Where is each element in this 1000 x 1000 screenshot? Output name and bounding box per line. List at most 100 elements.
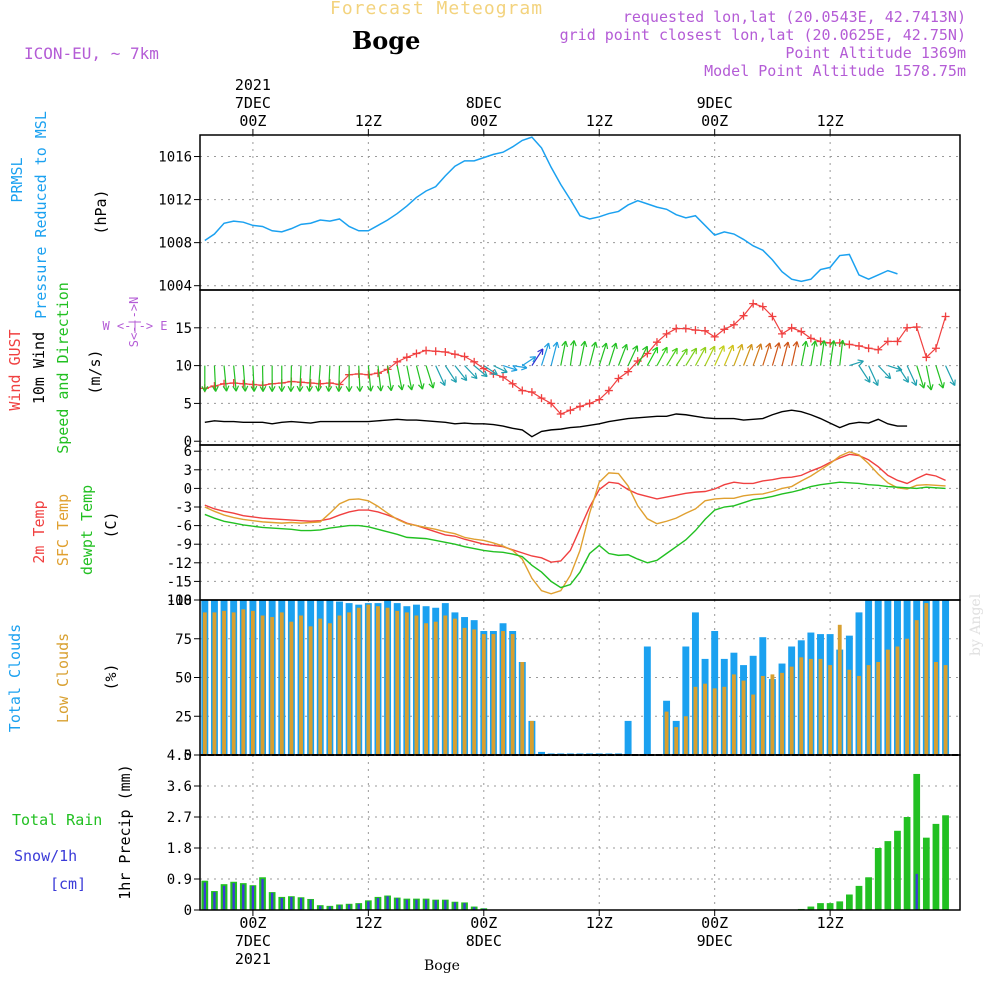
- wind-unit: (m/s): [86, 349, 104, 394]
- low-cloud-bar: [472, 629, 477, 755]
- y-tick-label: 100: [167, 593, 192, 609]
- wind-direction-arrow: [201, 365, 209, 392]
- time-axis-line: 8DEC: [465, 94, 502, 112]
- time-axis-line: 2021: [234, 76, 271, 94]
- gust-marker: [306, 379, 315, 387]
- low-cloud-bar: [327, 623, 332, 755]
- time-axis-label: 00Z 8DEC: [444, 914, 524, 950]
- low-cloud-bar: [212, 612, 217, 755]
- time-axis-label: 2021 7DEC 00Z: [213, 76, 293, 130]
- wind-direction-arrow: [733, 343, 744, 366]
- low-cloud-bar: [270, 617, 275, 755]
- wind-direction-arrow: [521, 356, 537, 367]
- gust-marker: [450, 350, 459, 359]
- low-cloud-bar: [241, 609, 246, 755]
- gust-marker: [402, 353, 411, 362]
- wind-direction-arrow: [608, 342, 618, 366]
- y-tick-label: 25: [175, 709, 192, 725]
- gust-marker: [604, 386, 613, 395]
- low-cloud-bar: [347, 612, 352, 755]
- gust-marker: [431, 347, 440, 356]
- total-cloud-bar: [643, 646, 651, 755]
- time-axis-label: 9DEC 00Z: [675, 94, 755, 130]
- wind-direction-arrow: [454, 365, 468, 382]
- dewpoint-label: dewpt Temp: [78, 485, 96, 575]
- gust-marker: [248, 380, 257, 389]
- low-cloud-bar: [808, 658, 813, 755]
- time-axis-label: 00Z 7DEC 2021: [213, 914, 293, 968]
- snow-bar: [299, 897, 303, 910]
- panel-frame: [199, 754, 961, 911]
- gust-marker: [758, 302, 767, 311]
- rain-bar: [903, 817, 911, 910]
- y-tick-label: 6: [184, 444, 192, 460]
- compass-we-label: W <-|-> E: [102, 319, 167, 333]
- low-cloud-bar: [501, 631, 505, 755]
- time-axis-line: 9DEC: [696, 94, 733, 112]
- low-cloud-bar: [491, 634, 496, 755]
- y-tick-label: 0: [184, 434, 192, 450]
- wind-direction-arrow: [387, 365, 394, 392]
- y-tick-label: 0: [184, 748, 192, 764]
- gust-marker: [297, 378, 306, 387]
- time-axis-line: 12Z: [585, 112, 613, 130]
- wind-direction-arrow: [694, 346, 707, 366]
- snow-bar: [309, 899, 312, 910]
- snow-bar: [915, 873, 918, 910]
- wind-direction-arrow: [925, 365, 934, 391]
- snow-bar: [453, 902, 457, 910]
- low-cloud-bar: [481, 634, 486, 755]
- gust-marker: [710, 332, 719, 341]
- y-tick-label: 75: [175, 632, 192, 648]
- wind-direction-arrow: [771, 342, 781, 366]
- y-tick-label: 50: [175, 671, 192, 687]
- snow-bar: [357, 903, 360, 910]
- wind-direction-arrow: [325, 365, 333, 392]
- temp-unit: (C): [102, 511, 120, 538]
- gust-marker: [691, 326, 700, 335]
- wind-direction-arrow: [315, 365, 323, 392]
- wind-direction-arrow: [627, 345, 639, 366]
- wind-direction-arrow: [646, 346, 659, 366]
- low-cloud-bar: [674, 727, 679, 755]
- y-tick-label: 15: [175, 321, 192, 337]
- snow-bar: [347, 904, 351, 910]
- low-cloud-bar: [260, 615, 265, 755]
- point-altitude: Point Altitude 1369m: [785, 44, 966, 62]
- wind-direction-arrow: [241, 365, 249, 392]
- rain-bar: [836, 901, 844, 910]
- time-axis-line: 00Z: [470, 914, 498, 932]
- low-cloud-bar: [895, 646, 900, 755]
- gust-marker: [566, 406, 575, 415]
- time-axis-label: 12Z: [790, 112, 870, 130]
- wind-direction-arrow: [791, 341, 800, 366]
- wind-direction-arrow: [425, 365, 435, 389]
- low-cloud-bar: [404, 612, 409, 755]
- gust-marker: [499, 372, 508, 381]
- wind-direction-arrow: [819, 340, 827, 366]
- y-tick-label: 10: [175, 359, 192, 375]
- wind-direction-arrow: [762, 342, 772, 366]
- t2m-line: [204, 453, 946, 563]
- low-cloud-bar: [924, 603, 929, 755]
- wind-direction-arrow: [464, 365, 478, 380]
- time-axis-line: 8DEC: [465, 932, 502, 950]
- rain-bar: [874, 848, 882, 910]
- low-cloud-bar: [385, 607, 390, 755]
- snow-bar: [386, 896, 389, 910]
- low-cloud-bar: [318, 618, 323, 755]
- gust-marker: [797, 327, 806, 336]
- wind-direction-arrow: [444, 365, 457, 383]
- low-cloud-bar: [837, 624, 842, 755]
- compass-ns-label: S<-|->N: [127, 297, 141, 348]
- wind-direction-arrow: [493, 365, 508, 374]
- low-cloud-bar: [231, 612, 236, 755]
- gust-marker: [624, 367, 633, 376]
- rain-label: Total Rain: [12, 811, 102, 829]
- gust-marker: [470, 357, 479, 366]
- total-cloud-bar: [595, 753, 603, 755]
- time-axis-line: 7DEC: [234, 932, 271, 950]
- wind-direction-arrow: [945, 365, 956, 387]
- wind-direction-arrow: [752, 343, 763, 366]
- snow-bar: [434, 900, 437, 910]
